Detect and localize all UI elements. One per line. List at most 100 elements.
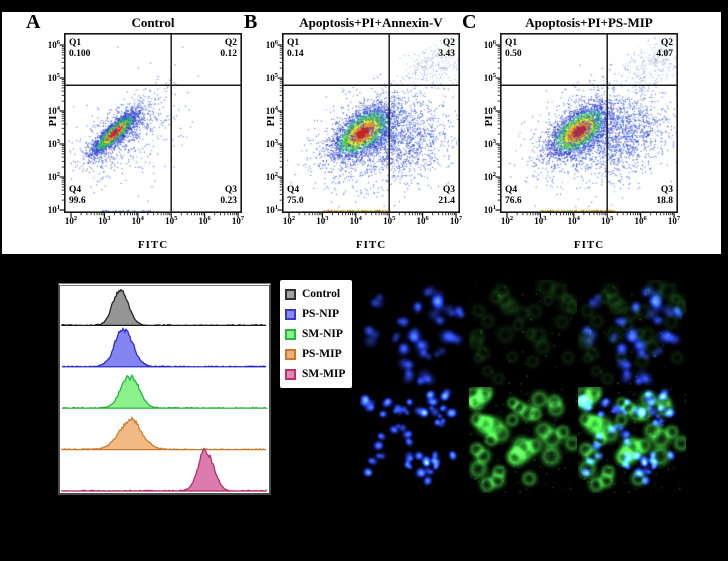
quadrant-q3: Q3 0.23 bbox=[220, 185, 237, 206]
panel-title: Apoptosis+PI+PS-MIP bbox=[525, 15, 653, 30]
x-axis-label: FITC bbox=[573, 239, 605, 251]
flow-panel-annexin: B Apoptosis+PI+Annexin-V PI Q1 0.14 Q2 3… bbox=[220, 12, 462, 254]
microscopy-image-row1-col2 bbox=[469, 280, 577, 386]
legend-item: SM-NIP bbox=[285, 324, 345, 344]
x-tick-label: 103 bbox=[98, 215, 111, 226]
y-tick-label: 101 bbox=[483, 204, 496, 215]
y-tick-label: 101 bbox=[265, 204, 278, 215]
plot-overlay bbox=[277, 33, 460, 218]
microscopy-image-row2-col2 bbox=[469, 387, 577, 493]
q4-label: Q4 bbox=[287, 185, 300, 195]
x-tick-label: 105 bbox=[601, 215, 614, 226]
legend-item: PS-NIP bbox=[285, 304, 345, 324]
y-tick-label: 106 bbox=[483, 39, 496, 50]
q4-label: Q4 bbox=[505, 185, 518, 195]
q4-value: 76.6 bbox=[505, 195, 522, 206]
q2-label: Q2 bbox=[224, 38, 237, 48]
y-tick-label: 102 bbox=[483, 171, 496, 182]
legend-swatch-sm-mip bbox=[285, 368, 296, 380]
y-tick-label: 104 bbox=[47, 105, 60, 116]
q2-label: Q2 bbox=[660, 38, 673, 48]
x-tick-label: 106 bbox=[634, 215, 647, 226]
plot-overlay bbox=[59, 33, 242, 218]
q2-value: 0.12 bbox=[220, 48, 237, 59]
microscopy-grid bbox=[360, 280, 687, 493]
x-axis-label: FITC bbox=[355, 239, 387, 251]
flow-cytometry-strip: A Control PI Q1 0.100 Q2 0.12 Q4 99.6 bbox=[2, 12, 721, 254]
histogram-panel bbox=[58, 283, 271, 495]
x-tick-label: 105 bbox=[165, 215, 178, 226]
scatter-points-canvas bbox=[500, 33, 678, 213]
y-tick-label: 104 bbox=[265, 105, 278, 116]
x-tick-label: 104 bbox=[349, 215, 362, 226]
legend-item: SM-MIP bbox=[285, 364, 345, 384]
legend-label: SM-MIP bbox=[302, 368, 346, 380]
y-tick-label: 103 bbox=[483, 138, 496, 149]
q1-value: 0.50 bbox=[505, 48, 522, 59]
quadrant-q4: Q4 99.6 bbox=[69, 185, 86, 206]
legend-label: PS-MIP bbox=[302, 348, 342, 360]
quadrant-q3: Q3 18.8 bbox=[656, 185, 673, 206]
quadrant-q3: Q3 21.4 bbox=[438, 185, 455, 206]
q2-value: 4.07 bbox=[656, 48, 673, 59]
q2-value: 3.43 bbox=[438, 48, 455, 59]
microscopy-image-row2-col3 bbox=[578, 387, 686, 493]
x-tick-label: 105 bbox=[383, 215, 396, 226]
panel-title: Control bbox=[131, 15, 175, 30]
y-tick-label: 102 bbox=[265, 171, 278, 182]
x-tick-label: 103 bbox=[316, 215, 329, 226]
y-tick-label: 103 bbox=[265, 138, 278, 149]
y-tick-label: 105 bbox=[483, 72, 496, 83]
scatter-plot: Q1 0.50 Q2 4.07 Q4 76.6 Q3 18.8 102 103 10… bbox=[484, 33, 680, 226]
y-tick-label: 105 bbox=[265, 72, 278, 83]
x-tick-label: 102 bbox=[282, 215, 296, 226]
q1-label: Q1 bbox=[287, 38, 300, 48]
y-tick-label: 101 bbox=[47, 204, 60, 215]
q1-value: 0.14 bbox=[287, 48, 304, 59]
histogram-ridges bbox=[61, 288, 269, 492]
q3-label: Q3 bbox=[442, 185, 455, 195]
x-tick-label: 107 bbox=[449, 215, 463, 226]
q3-label: Q3 bbox=[660, 185, 673, 195]
x-tick-label: 106 bbox=[198, 215, 211, 226]
quadrant-q2: Q2 3.43 bbox=[438, 38, 455, 59]
quadrant-q2: Q2 0.12 bbox=[220, 38, 237, 59]
y-tick-label: 106 bbox=[47, 39, 60, 50]
q3-value: 21.4 bbox=[438, 195, 455, 206]
scatter-points-canvas bbox=[282, 33, 460, 213]
quadrant-q4: Q4 75.0 bbox=[287, 185, 304, 206]
x-tick-label: 107 bbox=[667, 215, 681, 226]
q2-label: Q2 bbox=[442, 38, 455, 48]
quadrant-q2: Q2 4.07 bbox=[656, 38, 673, 59]
q1-value: 0.100 bbox=[69, 48, 91, 59]
legend-label: Control bbox=[302, 288, 341, 300]
q3-label: Q3 bbox=[224, 185, 237, 195]
histogram-legend: Control PS-NIP SM-NIP PS-MIP SM-MIP bbox=[280, 280, 353, 388]
x-tick-label: 106 bbox=[416, 215, 429, 226]
x-tick-label: 107 bbox=[231, 215, 245, 226]
microscopy-image-row1-col1 bbox=[360, 280, 468, 386]
q3-value: 0.23 bbox=[220, 195, 237, 206]
legend-swatch-ps-nip bbox=[285, 308, 296, 320]
quadrant-q1: Q1 0.50 bbox=[505, 38, 522, 59]
legend-item: PS-MIP bbox=[285, 344, 345, 364]
scatter-plot: Q1 0.14 Q2 3.43 Q4 75.0 Q3 21.4 102 103 10… bbox=[266, 33, 462, 226]
y-tick-label: 105 bbox=[47, 72, 60, 83]
quadrant-q1: Q1 0.14 bbox=[287, 38, 304, 59]
plot-overlay bbox=[495, 33, 678, 218]
scatter-plot: Q1 0.100 Q2 0.12 Q4 99.6 Q3 0.23 102 103 1… bbox=[48, 33, 244, 226]
scatter-points-canvas bbox=[64, 33, 242, 213]
x-tick-label: 102 bbox=[64, 215, 78, 226]
legend-item: Control bbox=[285, 284, 345, 304]
legend-swatch-ps-mip bbox=[285, 348, 296, 360]
microscopy-image-row2-col1 bbox=[360, 387, 468, 493]
x-tick-label: 104 bbox=[567, 215, 580, 226]
x-tick-label: 102 bbox=[500, 215, 514, 226]
q1-label: Q1 bbox=[69, 38, 82, 48]
x-axis-label: FITC bbox=[137, 239, 169, 251]
q4-value: 99.6 bbox=[69, 195, 86, 206]
y-tick-label: 106 bbox=[265, 39, 278, 50]
legend-swatch-control bbox=[285, 288, 296, 300]
panel-letter-c: C bbox=[462, 11, 477, 33]
legend-label: PS-NIP bbox=[302, 308, 340, 320]
